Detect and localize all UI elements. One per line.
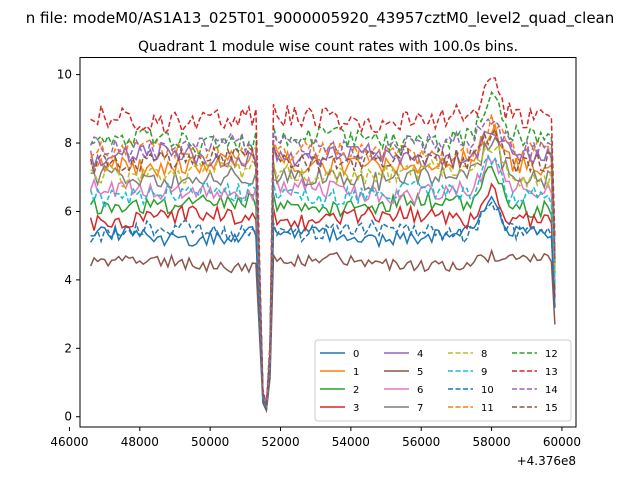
- legend-label: 15: [545, 403, 558, 414]
- y-tick-label: 4: [64, 273, 72, 287]
- legend-label: 4: [417, 349, 423, 360]
- legend-label: 14: [545, 385, 558, 396]
- legend-label: 8: [481, 349, 487, 360]
- series-line-3: [89, 182, 556, 410]
- legend-label: 5: [417, 367, 423, 378]
- legend-label: 6: [417, 385, 423, 396]
- x-tick-label: 58000: [472, 435, 510, 449]
- legend-label: 11: [481, 403, 494, 414]
- x-tick-label: 56000: [402, 435, 440, 449]
- y-tick-label: 6: [64, 204, 72, 218]
- legend-label: 13: [545, 367, 558, 378]
- series-line-12: [90, 90, 556, 406]
- legend-label: 3: [353, 403, 359, 414]
- x-tick-label: 46000: [50, 435, 88, 449]
- y-tick-label: 10: [57, 68, 72, 82]
- y-tick-label: 0: [64, 410, 72, 424]
- plot-frame: [79, 57, 577, 428]
- legend-box: [314, 339, 572, 422]
- chart-title: Quadrant 1 module wise count rates with …: [138, 39, 518, 55]
- legend-label: 1: [353, 367, 359, 378]
- x-tick-label: 50000: [191, 435, 229, 449]
- series-line-5: [89, 248, 556, 414]
- series-line-9: [89, 154, 556, 409]
- series-layer: [89, 77, 556, 414]
- series-line-0: [90, 195, 556, 410]
- x-tick-label: 54000: [332, 435, 370, 449]
- legend-label: 0: [353, 349, 359, 360]
- legend-label: 12: [545, 349, 558, 360]
- series-line-15: [89, 127, 556, 407]
- series-line-1: [90, 122, 556, 407]
- x-axis: 46000 48000 50000 52000 54000 56000 58000 60000: [50, 427, 581, 449]
- legend-label: 9: [481, 367, 487, 378]
- series-line-8: [90, 143, 556, 408]
- series-line-10: [89, 201, 556, 410]
- series-line-14: [89, 117, 556, 407]
- x-tick-label: 48000: [121, 435, 159, 449]
- figure-suptitle: n file: modeM0/AS1A13_025T01_9000005920_…: [26, 9, 615, 28]
- x-offset-label: +4.376e8: [517, 454, 576, 468]
- y-axis: 0 2 4 6 8 10: [57, 68, 80, 424]
- legend-label: 2: [353, 385, 359, 396]
- y-tick-label: 2: [64, 341, 72, 355]
- x-tick-label: 60000: [543, 435, 581, 449]
- y-tick-label: 8: [64, 136, 72, 150]
- legend-label: 7: [417, 403, 423, 414]
- series-line-13: [90, 77, 556, 405]
- x-tick-label: 52000: [261, 435, 299, 449]
- legend-label: 10: [481, 385, 494, 396]
